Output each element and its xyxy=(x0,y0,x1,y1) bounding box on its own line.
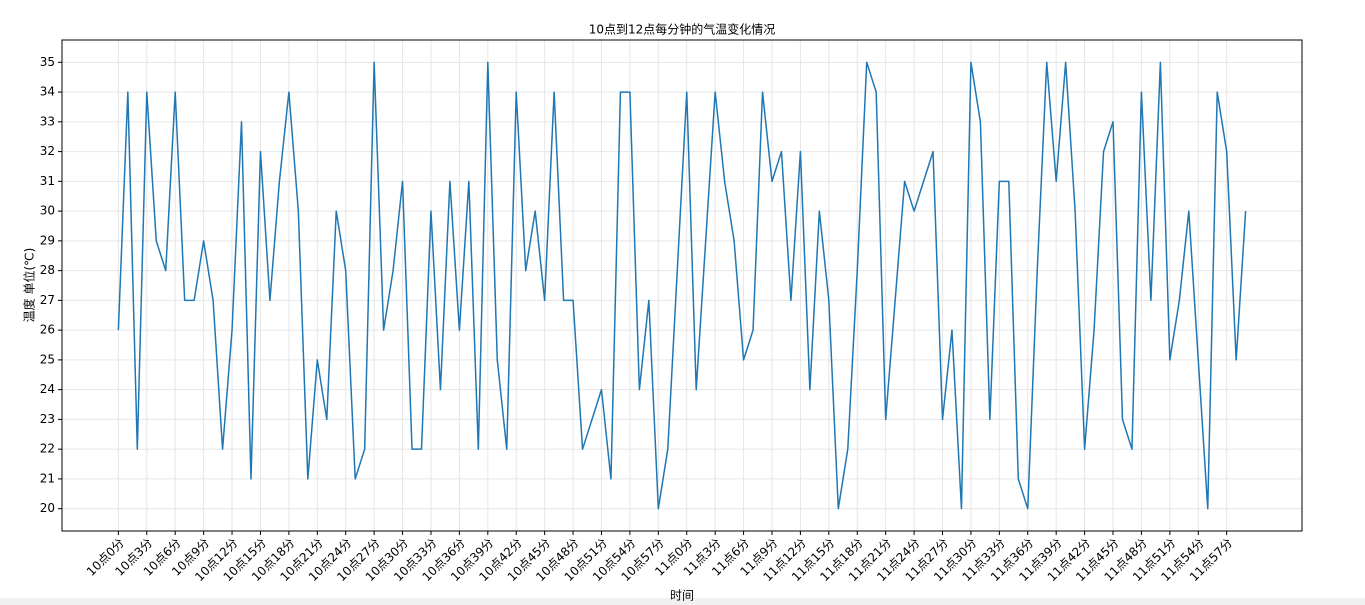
y-tick-label: 28 xyxy=(40,263,55,277)
y-tick-label: 30 xyxy=(40,204,55,218)
y-tick-label: 29 xyxy=(40,233,55,247)
y-tick-label: 22 xyxy=(40,442,55,456)
y-tick-label: 35 xyxy=(40,55,55,69)
y-tick-label: 23 xyxy=(40,412,55,426)
y-tick-label: 33 xyxy=(40,114,55,128)
chart-title: 10点到12点每分钟的气温变化情况 xyxy=(589,22,776,37)
plot-frame xyxy=(61,39,1303,532)
x-axis-label: 时间 xyxy=(670,589,694,603)
y-tick-label: 32 xyxy=(40,144,55,158)
y-tick-label: 24 xyxy=(40,382,55,396)
y-tick-label: 21 xyxy=(40,471,55,485)
line-series xyxy=(117,61,1247,510)
y-axis-label: 温度 单位(℃) xyxy=(22,248,37,323)
y-tick-label: 27 xyxy=(40,293,55,307)
y-tick-label: 26 xyxy=(40,323,55,337)
bottom-strip xyxy=(0,598,1365,605)
y-tick-label: 20 xyxy=(40,501,55,515)
y-tick-label: 31 xyxy=(40,174,55,188)
y-tick-label: 34 xyxy=(40,85,55,99)
y-tick-label: 25 xyxy=(40,352,55,366)
